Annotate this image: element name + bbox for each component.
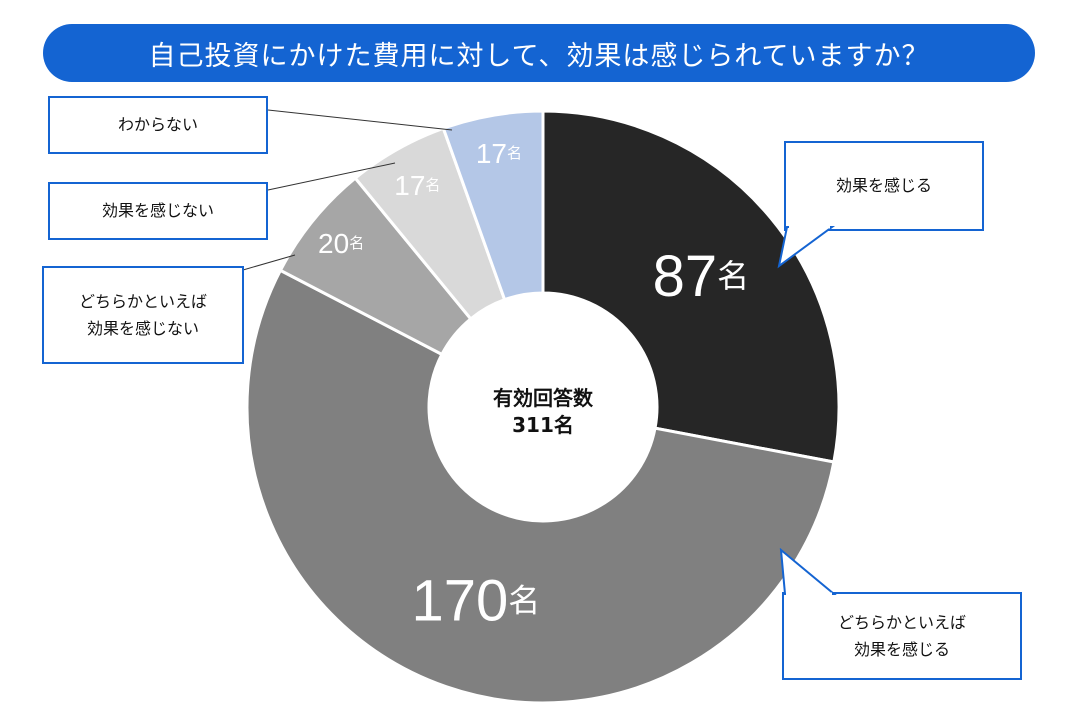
donut-slice: [541, 109, 841, 464]
callout-somewhat-not-effective: どちらかといえば 効果を感じない: [42, 266, 244, 364]
callout-not-effective-text: 効果を感じない: [101, 201, 214, 221]
callout-somewhat-effective-pointer: [779, 548, 837, 596]
slice-value-labels: 87名 170名 20名 17名 17名: [318, 137, 749, 633]
callout-somewhat-effective-line2: 効果を感じる: [853, 640, 950, 659]
leader-line-unknown: [267, 109, 453, 131]
callout-unknown: わからない: [48, 96, 268, 154]
slice-value-label: 20名: [318, 228, 364, 259]
slice-value-label: 17名: [476, 137, 522, 168]
callout-not-effective: 効果を感じない: [48, 182, 268, 240]
callout-unknown-text: わからない: [117, 115, 198, 135]
callout-effective: 効果を感じる: [784, 141, 984, 231]
chart-title: 自己投資にかけた費用に対して、効果は感じられていますか？: [43, 24, 1035, 82]
center-label-line1: 有効回答数: [493, 386, 593, 410]
callout-somewhat-effective-line1: どちらかといえば: [837, 612, 966, 632]
slice-value-label: 17名: [394, 170, 440, 201]
leader-lines: [242, 109, 453, 271]
slice-value-label: 170名: [412, 568, 541, 633]
callout-effective-text: 効果を感じる: [835, 176, 932, 196]
center-label-line2: 311名: [512, 413, 574, 437]
callout-effective-pointer: [777, 226, 836, 269]
callout-somewhat-effective: どちらかといえば 効果を感じる: [782, 592, 1022, 680]
callout-somewhat-not-effective-line2: 効果を感じない: [86, 319, 199, 338]
center-label: 有効回答数 311名: [443, 385, 643, 439]
leader-line-not-effective: [267, 162, 396, 191]
donut-slices: [245, 109, 841, 705]
donut-slice: [245, 268, 836, 705]
donut-slice: [441, 109, 545, 302]
slice-value-label: 87名: [653, 244, 750, 309]
callout-somewhat-not-effective-line1: どちらかといえば: [78, 291, 207, 311]
leader-line-somewhat-not-effective: [242, 254, 296, 271]
